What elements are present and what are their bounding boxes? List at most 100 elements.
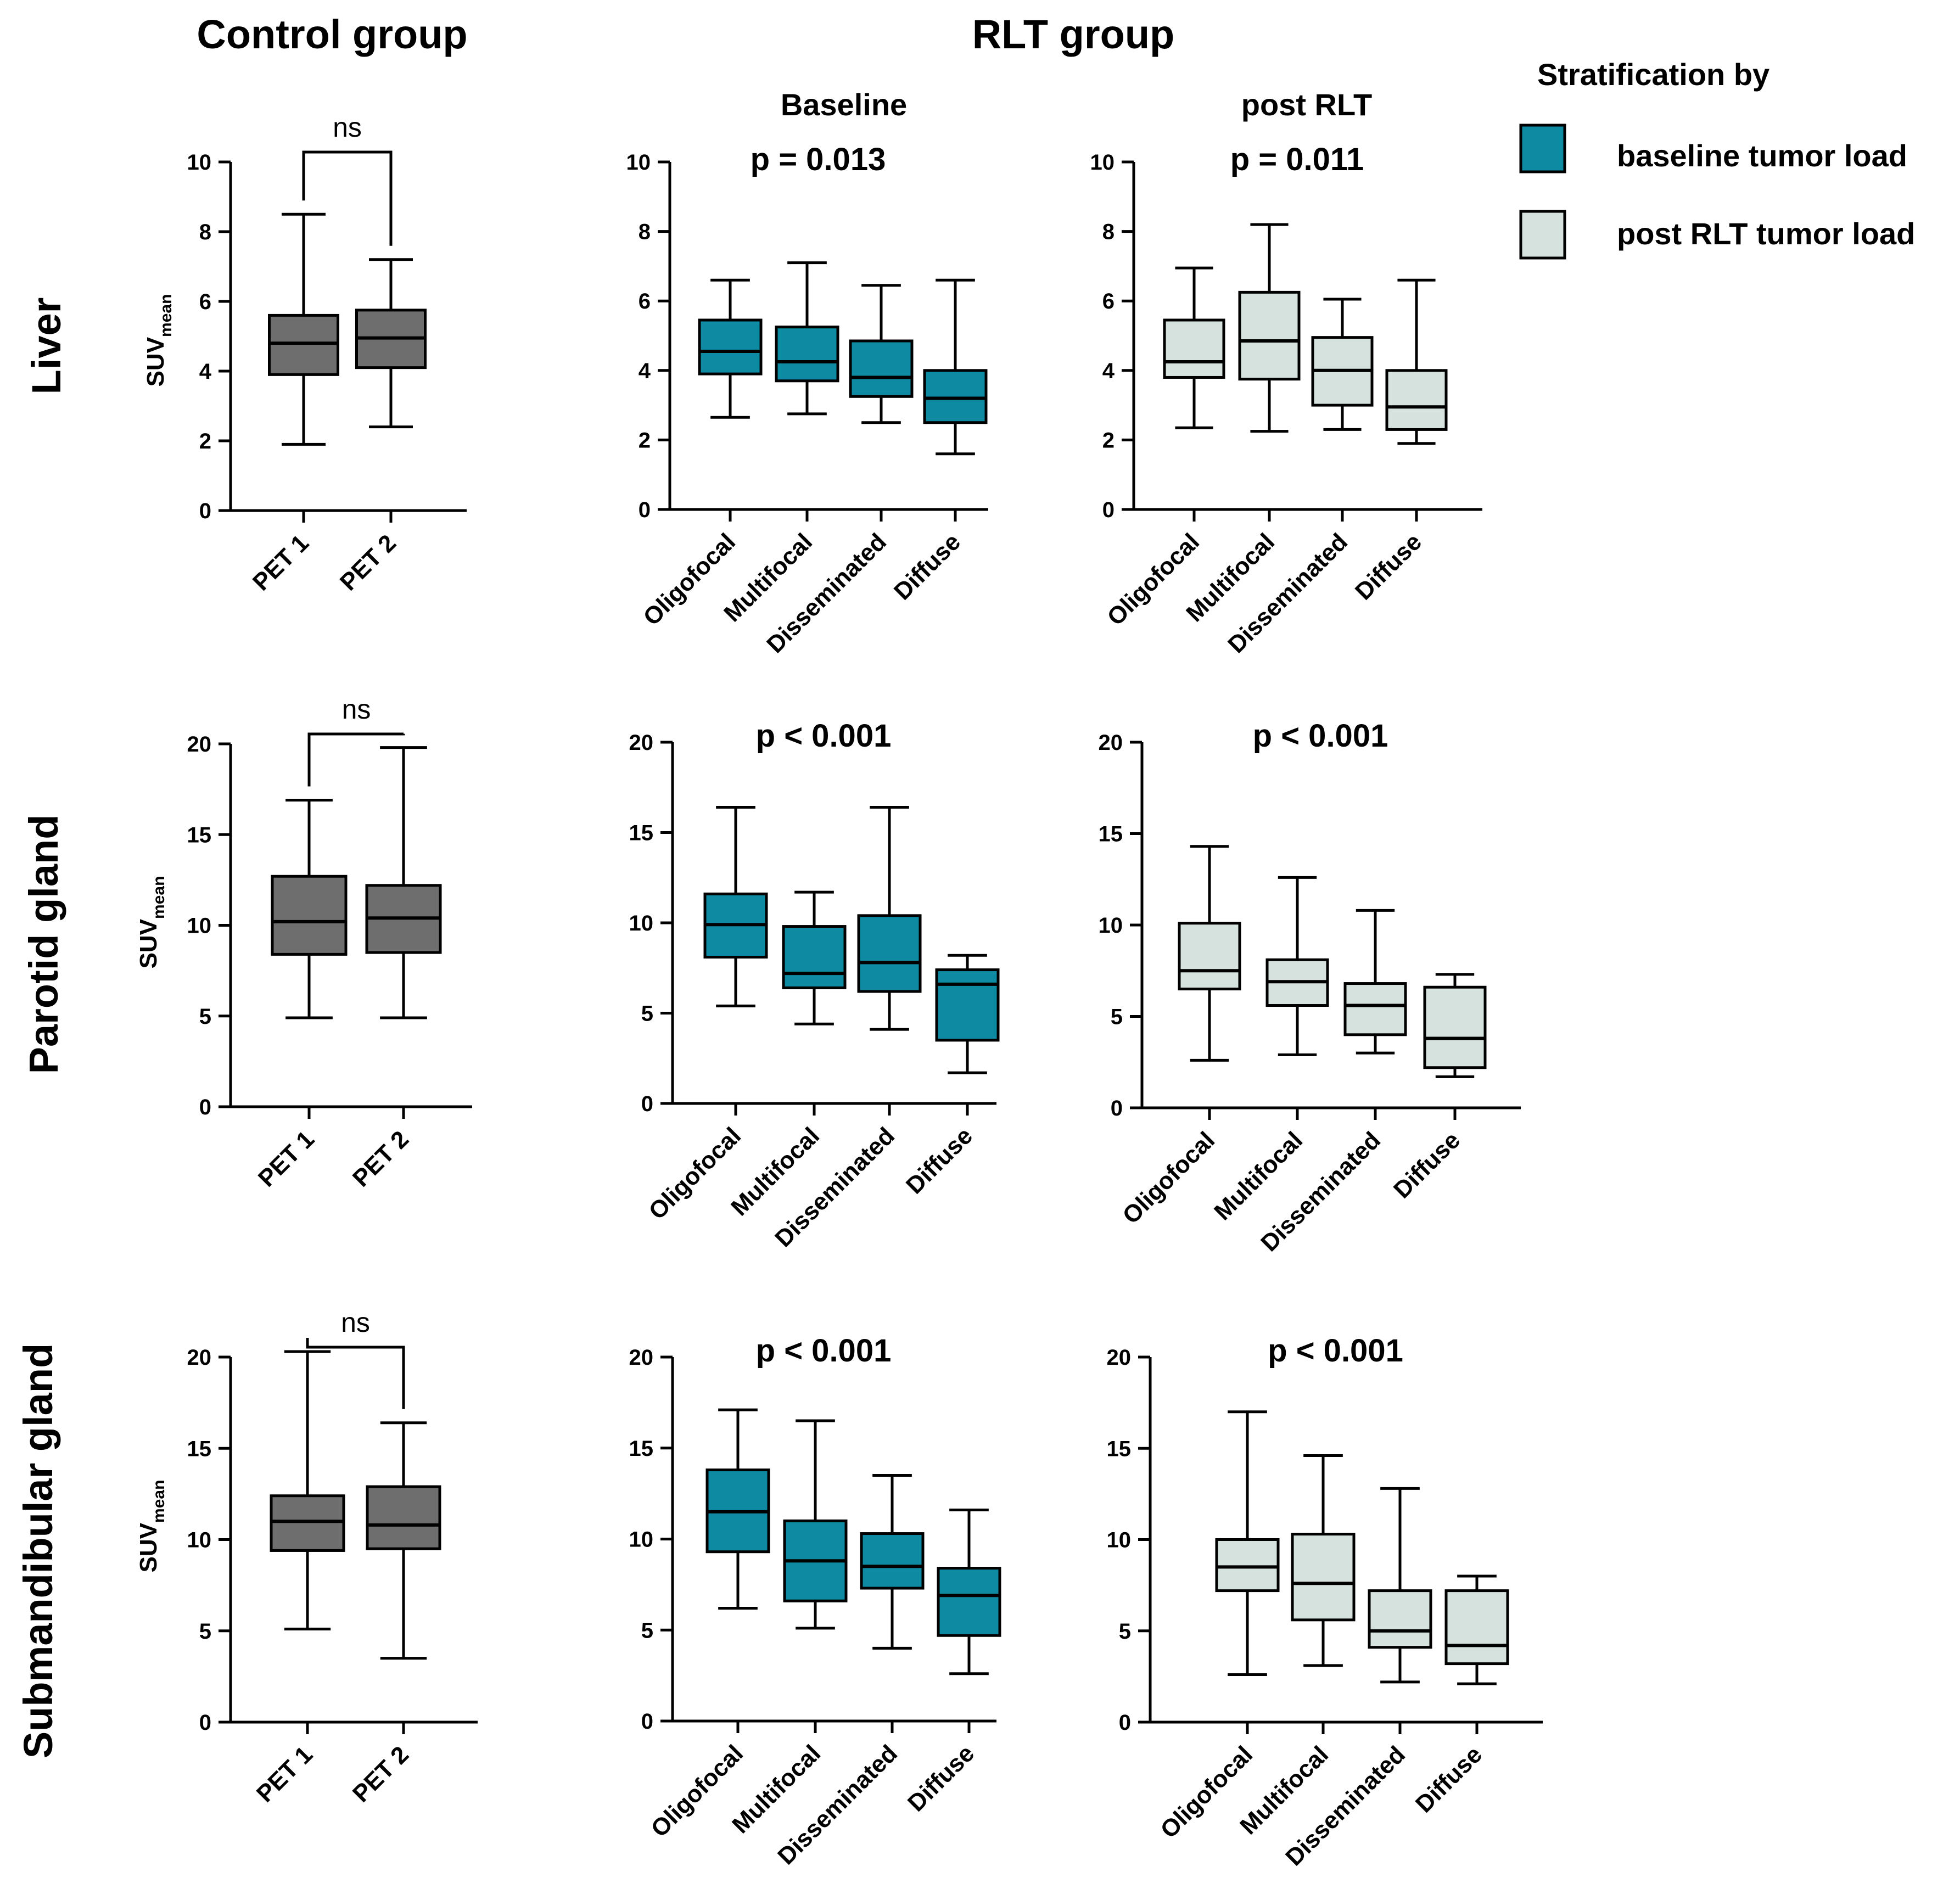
iqr-box [698,318,763,375]
significance-bracket [307,732,405,787]
iqr-box [1163,318,1225,379]
box-disseminated [860,1473,925,1650]
post-rlt-title: post RLT [1241,87,1372,122]
y-tick-label: 20 [1099,731,1123,755]
panel-5: 05101520OligofocalMultifocalDisseminated… [629,718,1000,1252]
y-tick-label: 0 [199,1711,211,1735]
iqr-box [923,369,988,424]
row-label-submandibular: Submandibular gland [15,1343,61,1758]
p-value-label: p = 0.013 [751,142,886,177]
iqr-box [366,1485,441,1550]
p-value-label: p < 0.001 [756,1333,892,1369]
legend-swatch-post [1519,210,1566,260]
box-disseminated [1343,909,1407,1055]
iqr-box [849,339,914,398]
significance-bracket [302,150,393,246]
iqr-box [1343,982,1407,1036]
x-category-label: Diffuse [1410,1741,1487,1818]
y-tick-label: 0 [1119,1711,1131,1735]
y-axis-label-submandibular: SUVmean [135,1480,168,1573]
y-axis-label-parotid: SUVmean [135,876,168,969]
rlt-group-title: RLT group [972,12,1175,57]
y-tick-label: 0 [641,1710,653,1734]
baseline-title: Baseline [781,87,907,122]
y-tick-label: 15 [629,1437,654,1461]
y-tick-label: 20 [187,1346,212,1370]
box-multifocal [783,1419,848,1630]
legend-swatch-baseline [1519,124,1566,173]
y-tick-label: 8 [1102,220,1115,244]
x-category-label: PET 2 [335,529,401,596]
y-tick-label: 6 [639,289,651,313]
p-value-label: p < 0.001 [756,718,892,754]
y-tick-label: 10 [1107,1528,1132,1552]
significance-label: ns [342,694,371,725]
box-multifocal [775,261,839,416]
x-category-label: PET 2 [348,1125,414,1192]
y-tick-label: 10 [1090,150,1115,175]
box-oligofocal [1178,845,1241,1062]
box-pet-2 [365,746,442,1019]
row-label-parotid: Parotid gland [21,815,66,1074]
box-oligofocal [1215,1410,1280,1677]
iqr-box [1238,290,1301,381]
x-category-label: Diffuse [1388,1126,1465,1203]
iqr-box [1291,1533,1356,1622]
y-tick-label: 10 [629,911,654,935]
box-pet-1 [271,798,348,1019]
y-tick-label: 0 [641,1092,653,1116]
y-tick-label: 4 [1102,359,1115,383]
y-tick-label: 2 [1102,428,1115,452]
x-category-label: Diffuse [903,1740,979,1817]
y-tick-label: 2 [199,429,211,453]
y-tick-label: 0 [199,1095,211,1119]
y-tick-label: 4 [639,359,651,383]
p-value-label: p < 0.001 [1268,1333,1403,1369]
legend: Stratification by baseline tumor load po… [1519,57,1915,260]
iqr-box [782,925,847,989]
legend-title: Stratification by [1537,57,1769,92]
box-pet-1 [270,1350,345,1630]
y-tick-label: 0 [1102,498,1115,522]
iqr-box [1423,985,1487,1069]
significance-label: ns [341,1307,370,1338]
y-tick-label: 5 [199,1005,211,1029]
iqr-box [860,1532,925,1590]
box-disseminated [857,805,922,1031]
iqr-box [935,968,1000,1042]
y-tick-label: 20 [629,731,654,755]
iqr-box [268,313,339,376]
panel-8: 05101520OligofocalMultifocalDisseminated… [629,1333,1001,1870]
x-category-label: PET 1 [253,1125,320,1192]
x-category-label: Diffuse [1350,528,1427,605]
box-diffuse [1385,278,1448,445]
significance-label: ns [333,112,362,143]
iqr-box [1368,1589,1432,1649]
box-pet-2 [355,258,427,429]
legend-label-baseline: baseline tumor load [1617,138,1907,173]
y-tick-label: 5 [641,1002,653,1026]
iqr-box [1215,1538,1280,1593]
y-tick-label: 10 [187,1528,212,1552]
box-diffuse [923,278,988,456]
panel-1: 0 2 4 6 8 10 PET 1 PET 2 ns [187,112,467,596]
box-pet-1 [268,212,339,446]
x-category-label: Oligofocal [643,1122,746,1225]
iqr-box [270,1494,345,1552]
x-category-label: Oligofocal [638,528,741,631]
y-tick-label: 5 [1119,1619,1131,1644]
y-tick-label: 10 [187,914,212,938]
panel-4: 0 5 10 15 20 PET 1 PET 2 ns [187,694,472,1192]
y-tick-label: 4 [199,360,212,384]
y-tick-label: 10 [187,150,212,175]
y-tick-label: 0 [199,499,211,523]
box-diffuse [1444,1574,1509,1685]
box-disseminated [1368,1487,1432,1684]
x-category-label: PET 2 [348,1741,414,1807]
y-tick-label: 20 [629,1346,654,1370]
y-tick-label: 15 [629,821,654,845]
row-label-liver: Liver [24,298,69,395]
y-tick-label: 5 [1111,1005,1123,1029]
